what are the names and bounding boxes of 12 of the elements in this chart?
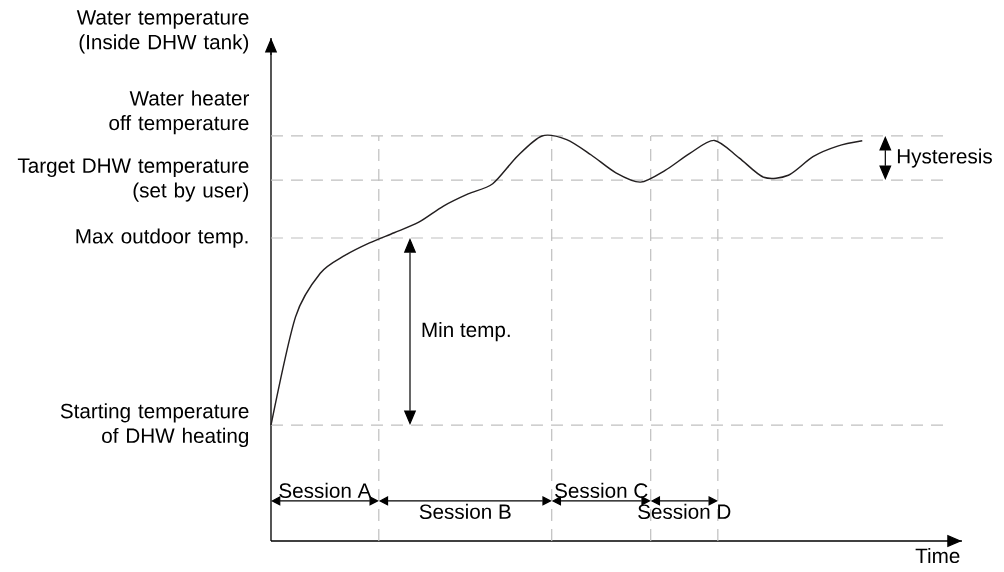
annotation: Session D [638,503,731,520]
annotation: Session C [555,482,648,498]
annotation: Session A [279,482,372,498]
ref-line-label: Water heater off temperature [109,90,250,135]
y-axis-title: Water temperature (Inside DHW tank) [76,10,249,54]
annotation: Min temp. [422,321,510,342]
ref-line-label: Max outdoor temp. [76,228,248,248]
x-axis-title: Time [915,547,960,564]
text: Hysteresis [897,148,992,168]
ref-line-label: Starting temperature of DHW heating [60,403,249,448]
annotation: Session B [419,503,511,520]
ref-line-label: Target DHW temperature (set by user) [17,158,249,202]
